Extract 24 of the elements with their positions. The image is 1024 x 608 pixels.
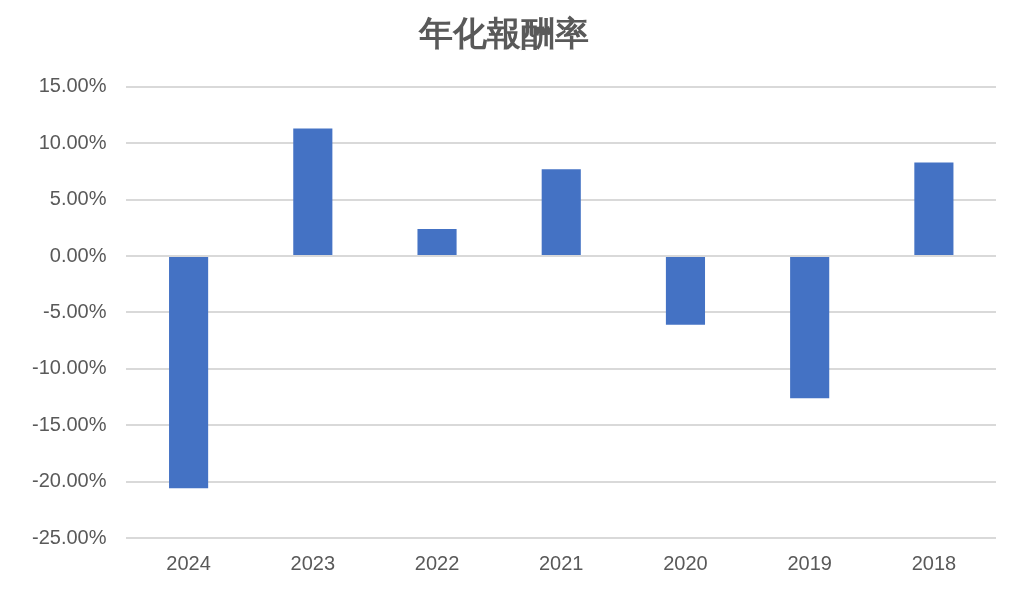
y-tick-label: 10.00% bbox=[38, 130, 107, 153]
x-tick-label: 2022 bbox=[414, 551, 460, 574]
y-tick-label: 0.00% bbox=[49, 243, 107, 266]
bar bbox=[169, 257, 209, 489]
y-tick-label: -20.00% bbox=[31, 469, 107, 492]
bar bbox=[790, 257, 830, 399]
y-tick-label: -5.00% bbox=[43, 299, 107, 322]
y-tick-label: 5.00% bbox=[49, 187, 107, 210]
x-tick-label: 2018 bbox=[911, 551, 957, 574]
bar bbox=[417, 228, 457, 255]
bar bbox=[914, 162, 954, 255]
x-tick-label: 2019 bbox=[787, 551, 832, 574]
x-tick-label: 2020 bbox=[663, 551, 708, 574]
y-tick-label: -10.00% bbox=[31, 356, 107, 379]
y-tick-label: 15.00% bbox=[38, 74, 107, 97]
bar bbox=[541, 169, 581, 255]
x-tick-label: 2023 bbox=[290, 551, 336, 574]
y-tick-label: -15.00% bbox=[31, 412, 107, 435]
y-tick-label: -25.00% bbox=[31, 525, 107, 548]
x-tick-label: 2024 bbox=[166, 551, 211, 574]
x-tick-label: 2021 bbox=[539, 551, 584, 574]
chart-title: 年化報酬率 bbox=[418, 13, 589, 54]
bar bbox=[293, 128, 333, 255]
bar bbox=[665, 257, 706, 325]
